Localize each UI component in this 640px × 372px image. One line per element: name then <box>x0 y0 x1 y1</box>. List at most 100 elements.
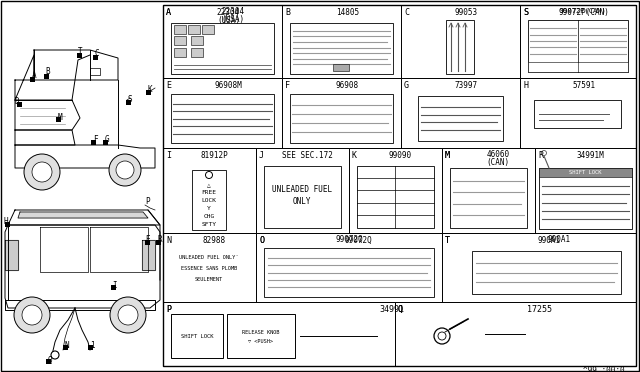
Text: O: O <box>259 236 264 245</box>
Text: 81912P: 81912P <box>200 151 228 160</box>
Bar <box>163 302 395 366</box>
Text: E: E <box>146 235 150 244</box>
Circle shape <box>541 151 547 155</box>
Text: 990A1: 990A1 <box>547 235 571 244</box>
Text: (USA): (USA) <box>221 15 244 24</box>
Bar <box>171 94 274 143</box>
Bar <box>264 166 341 228</box>
Bar <box>56 117 61 122</box>
Bar <box>256 233 442 302</box>
Bar <box>45 359 51 364</box>
Bar <box>156 240 161 245</box>
Text: UNLEADED FUEL: UNLEADED FUEL <box>272 185 332 193</box>
Bar <box>163 5 636 366</box>
Text: Q: Q <box>398 305 403 314</box>
Text: S: S <box>523 8 528 17</box>
Circle shape <box>110 297 146 333</box>
Text: I: I <box>113 280 117 289</box>
Bar <box>290 94 393 143</box>
Bar <box>535 148 636 233</box>
Bar <box>282 5 401 78</box>
Text: N: N <box>65 340 69 350</box>
Text: 990A1: 990A1 <box>537 236 560 245</box>
Text: (CAN): (CAN) <box>486 158 509 167</box>
Text: P: P <box>146 198 150 206</box>
Bar <box>520 5 636 78</box>
Text: 96908: 96908 <box>336 81 359 90</box>
Text: F: F <box>93 135 97 144</box>
Bar <box>44 74 49 79</box>
Text: T: T <box>77 48 83 57</box>
Bar <box>111 285 115 290</box>
Bar <box>4 222 10 227</box>
Text: P: P <box>166 305 171 314</box>
Bar <box>163 148 256 233</box>
Polygon shape <box>15 145 155 168</box>
Bar <box>191 36 203 45</box>
Bar <box>174 25 186 34</box>
Text: 22304: 22304 <box>217 8 240 17</box>
Text: G: G <box>404 81 409 90</box>
Bar <box>145 240 150 245</box>
Text: I: I <box>166 151 171 160</box>
Text: SEE SEC.172: SEE SEC.172 <box>282 151 333 160</box>
Polygon shape <box>40 227 88 272</box>
Bar <box>442 233 636 302</box>
Polygon shape <box>15 130 75 145</box>
Text: H: H <box>523 81 528 90</box>
Bar <box>333 64 349 71</box>
Bar <box>93 55 97 60</box>
Text: 22304: 22304 <box>221 7 244 16</box>
Bar <box>401 78 520 148</box>
Text: 99072Q: 99072Q <box>335 235 363 244</box>
Circle shape <box>22 305 42 325</box>
Bar <box>174 36 186 45</box>
Text: 17255: 17255 <box>527 305 552 314</box>
Text: F: F <box>285 81 290 90</box>
Text: 99072P(CAN): 99072P(CAN) <box>558 8 609 17</box>
Text: B: B <box>285 8 290 17</box>
Bar <box>264 248 434 297</box>
Text: B: B <box>45 67 51 77</box>
Bar <box>534 100 621 128</box>
Bar <box>125 100 131 105</box>
Bar <box>528 20 628 72</box>
Text: 34991M: 34991M <box>577 151 604 160</box>
Bar <box>163 5 282 78</box>
Text: 1: 1 <box>90 340 94 350</box>
Text: 73997: 73997 <box>455 81 478 90</box>
Text: K: K <box>148 86 152 94</box>
Bar <box>163 78 282 148</box>
Text: Y: Y <box>207 206 211 211</box>
Circle shape <box>109 154 141 186</box>
Text: R: R <box>538 151 543 160</box>
Text: FREE: FREE <box>202 190 216 195</box>
Text: SHIFT LOCK: SHIFT LOCK <box>180 334 213 339</box>
Text: 82988: 82988 <box>203 236 226 245</box>
Text: 99072P(CAN): 99072P(CAN) <box>559 7 606 13</box>
Bar <box>171 23 274 74</box>
Text: RELEASE KNOB: RELEASE KNOB <box>243 330 280 334</box>
Circle shape <box>51 351 59 359</box>
Text: 34991: 34991 <box>379 305 404 314</box>
Text: C: C <box>95 49 99 58</box>
Text: M: M <box>445 151 450 160</box>
Text: O: O <box>259 236 264 245</box>
Text: K: K <box>352 151 357 160</box>
Text: ONLY: ONLY <box>292 196 311 205</box>
Bar <box>202 25 214 34</box>
Bar <box>539 168 632 229</box>
Text: T: T <box>445 236 450 245</box>
Bar <box>90 140 95 145</box>
Bar <box>528 62 628 72</box>
Text: D: D <box>15 97 19 106</box>
Text: ESSENCE SANS PLOMB: ESSENCE SANS PLOMB <box>181 266 237 271</box>
Bar <box>191 48 203 57</box>
Bar <box>520 78 636 148</box>
Text: Q: Q <box>398 305 403 314</box>
Polygon shape <box>8 210 160 225</box>
Text: S: S <box>523 8 528 17</box>
Bar <box>227 314 295 358</box>
Polygon shape <box>142 240 155 270</box>
Bar <box>17 102 22 107</box>
